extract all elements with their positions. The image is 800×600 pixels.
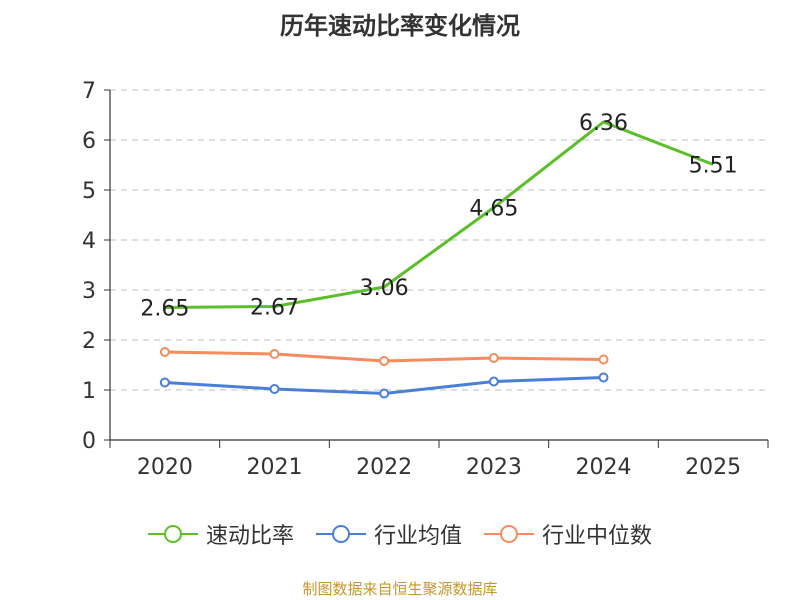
x-tick-label: 2025 bbox=[685, 455, 741, 480]
source-footer: 制图数据来自恒生聚源数据库 bbox=[0, 578, 800, 599]
y-tick-label: 6 bbox=[82, 129, 96, 154]
legend-label: 速动比率 bbox=[206, 518, 294, 550]
x-tick-label: 2021 bbox=[247, 455, 303, 480]
y-tick-label: 5 bbox=[82, 179, 96, 204]
y-tick-label: 7 bbox=[82, 79, 96, 104]
series-line bbox=[165, 122, 713, 308]
data-label: 2.65 bbox=[140, 297, 189, 322]
x-tick-label: 2022 bbox=[356, 455, 412, 480]
legend-item-industry-mean[interactable]: 行业均值 bbox=[316, 518, 462, 550]
legend-item-industry-median[interactable]: 行业中位数 bbox=[484, 518, 652, 550]
data-label: 5.51 bbox=[689, 154, 738, 179]
legend-label: 行业中位数 bbox=[542, 518, 652, 550]
data-point bbox=[600, 374, 608, 382]
chart-legend: 速动比率 行业均值 行业中位数 bbox=[0, 518, 800, 550]
data-point bbox=[271, 385, 279, 393]
legend-line-marker-icon bbox=[316, 522, 366, 546]
data-point bbox=[380, 390, 388, 398]
legend-label: 行业均值 bbox=[374, 518, 462, 550]
data-label: 6.36 bbox=[579, 111, 628, 136]
data-point bbox=[380, 357, 388, 365]
data-label: 4.65 bbox=[469, 197, 518, 222]
x-tick-label: 2020 bbox=[137, 455, 193, 480]
legend-line-marker-icon bbox=[484, 522, 534, 546]
legend-item-quick-ratio[interactable]: 速动比率 bbox=[148, 518, 294, 550]
y-tick-label: 4 bbox=[82, 229, 96, 254]
data-label: 3.06 bbox=[360, 276, 409, 301]
data-point bbox=[490, 354, 498, 362]
y-tick-label: 2 bbox=[82, 329, 96, 354]
y-tick-label: 1 bbox=[82, 379, 96, 404]
data-point bbox=[161, 379, 169, 387]
legend-line-marker-icon bbox=[148, 522, 198, 546]
x-tick-label: 2023 bbox=[466, 455, 522, 480]
x-tick-label: 2024 bbox=[576, 455, 632, 480]
data-label: 2.67 bbox=[250, 296, 299, 321]
data-point bbox=[600, 356, 608, 364]
y-tick-label: 3 bbox=[82, 279, 96, 304]
data-point bbox=[161, 348, 169, 356]
line-chart: 0 1 2 3 4 5 6 7 2020 2021 2022 2023 2024 2025 2.65 2.67… bbox=[0, 0, 800, 600]
data-point bbox=[490, 378, 498, 386]
data-point bbox=[271, 350, 279, 358]
y-tick-label: 0 bbox=[82, 429, 96, 454]
